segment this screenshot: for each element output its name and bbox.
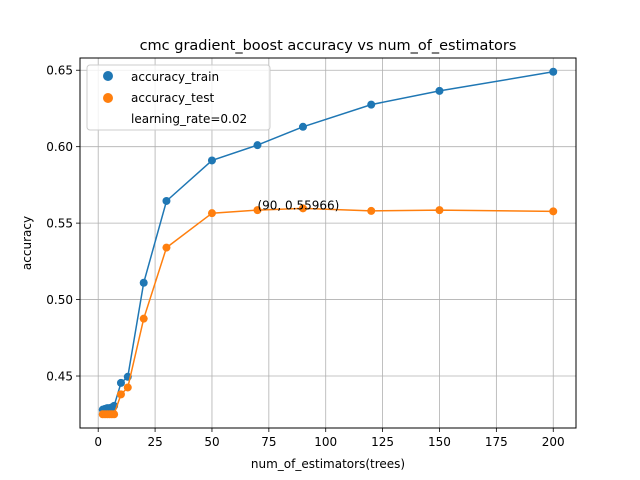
data-point-accuracy-train [549,67,558,76]
x-tick-label: 25 [147,435,162,449]
legend-label-learning-rate: learning_rate=0.02 [131,112,247,126]
data-point-accuracy-train [298,122,307,131]
x-tick-label: 200 [542,435,565,449]
data-point-accuracy-test [162,243,171,252]
x-tick-label: 0 [94,435,102,449]
y-tick-label: 0.55 [46,217,73,231]
data-point-accuracy-test [549,207,558,216]
legend-box [86,64,271,131]
data-point-accuracy-test [123,383,132,392]
data-point-accuracy-train [435,86,444,95]
data-point-accuracy-test [110,410,119,419]
x-tick-label: 100 [314,435,337,449]
data-point-accuracy-test [139,314,148,323]
legend-marker-accuracy-test [103,93,113,103]
legend-label-accuracy-train: accuracy_train [131,70,219,84]
data-point-accuracy-train [162,196,171,205]
x-tick-label: 50 [204,435,219,449]
axis-ticks: 0 25 50 75 100 125 150 175 200 0.45 0.50 0.55 0.60 0.… [46,64,564,449]
data-point-accuracy-test [207,209,216,218]
data-point-accuracy-test [367,206,376,215]
legend-marker-accuracy-train [103,71,113,81]
x-axis-label: num_of_estimators(trees) [251,457,405,471]
data-point-accuracy-train [139,278,148,287]
data-point-accuracy-test [298,204,307,213]
data-point-accuracy-test [253,206,262,215]
series-layer [98,67,558,419]
y-tick-label: 0.50 [46,293,73,307]
chart-title: cmc gradient_boost accuracy vs num_of_es… [140,38,517,54]
y-tick-label: 0.45 [46,370,73,384]
legend-label-accuracy-test: accuracy_test [131,91,214,105]
y-tick-label: 0.60 [46,140,73,154]
data-point-accuracy-train [253,141,262,150]
y-tick-label: 0.65 [46,64,73,78]
data-point-accuracy-train [207,156,216,165]
data-point-accuracy-test [435,206,444,215]
plot-frame [79,57,577,429]
x-tick-label: 175 [485,435,508,449]
data-point-accuracy-test [116,390,125,399]
x-tick-label: 150 [428,435,451,449]
x-tick-label: 75 [261,435,276,449]
legend: accuracy_train accuracy_test learning_ra… [86,64,271,131]
point-annotation: (90, 0.55966) [257,198,339,212]
x-tick-label: 125 [371,435,394,449]
y-axis-label: accuracy [20,216,34,270]
data-point-accuracy-train [367,100,376,109]
data-point-accuracy-train [116,378,125,387]
